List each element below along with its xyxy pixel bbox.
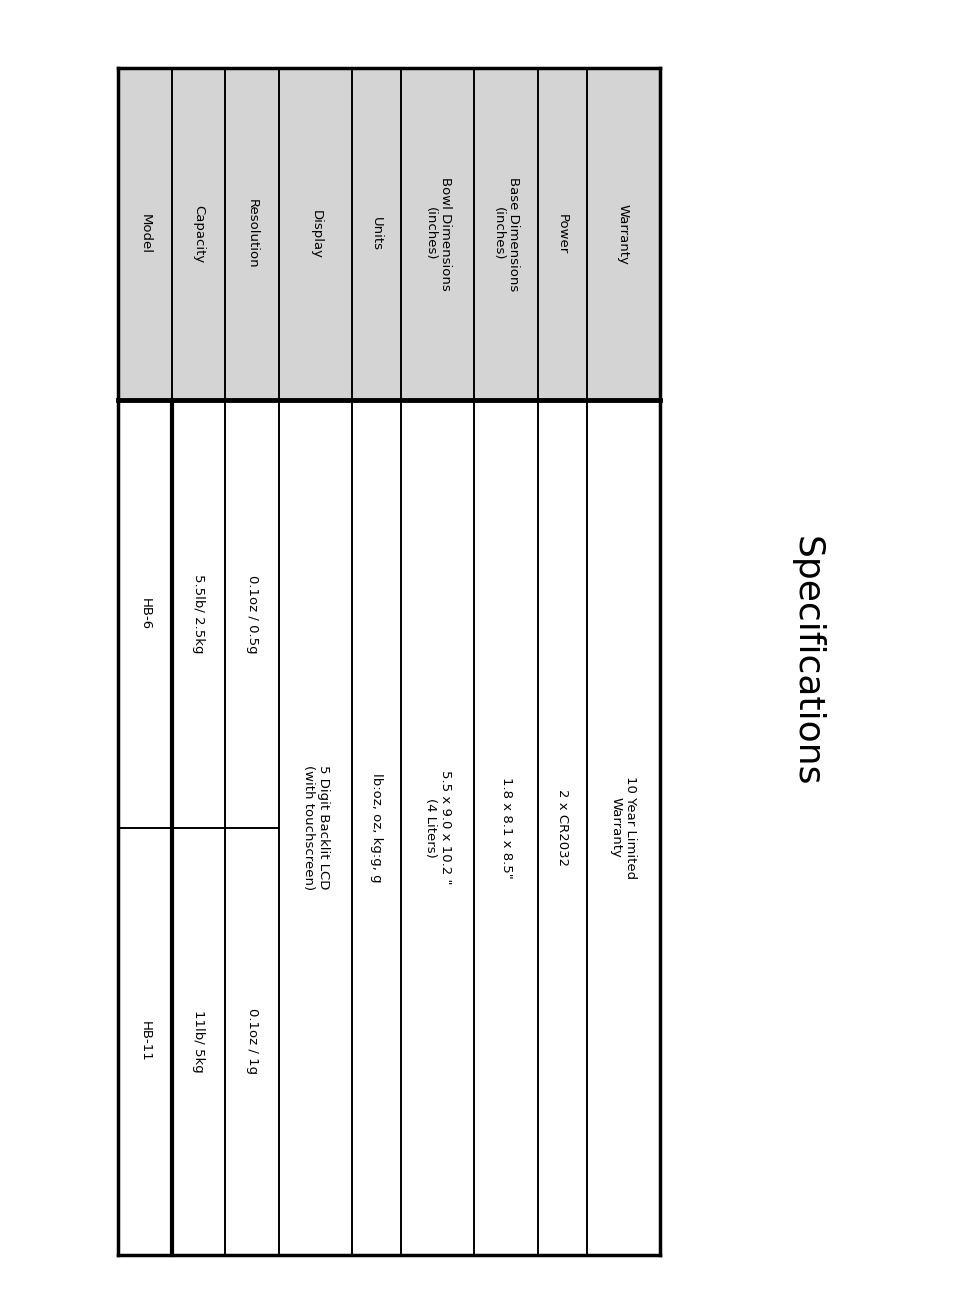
- Text: Bowl Dimensions
(inches): Bowl Dimensions (inches): [423, 177, 452, 291]
- Text: Model: Model: [138, 214, 152, 255]
- Text: Display: Display: [309, 210, 322, 258]
- Bar: [225, 400, 279, 828]
- Text: Units: Units: [370, 218, 383, 251]
- Text: Capacity: Capacity: [192, 205, 205, 264]
- Text: lb:oz, oz, kg:g, g: lb:oz, oz, kg:g, g: [370, 773, 383, 883]
- Text: HB-6: HB-6: [138, 598, 152, 630]
- Bar: [352, 400, 401, 1256]
- Bar: [118, 68, 659, 400]
- Text: HB-11: HB-11: [138, 1021, 152, 1061]
- Text: 0.1oz / 1g: 0.1oz / 1g: [246, 1009, 258, 1075]
- Text: 1.8 x 8.1 x 8.5": 1.8 x 8.1 x 8.5": [499, 777, 512, 879]
- Text: Resolution: Resolution: [246, 199, 258, 269]
- Text: 5 Digit Backlit LCD
(with touchscreen): 5 Digit Backlit LCD (with touchscreen): [301, 765, 330, 891]
- Text: 5.5lb/ 2.5kg: 5.5lb/ 2.5kg: [192, 575, 205, 653]
- Bar: [586, 400, 659, 1256]
- Bar: [279, 400, 352, 1256]
- Text: 0.1oz / 0.5g: 0.1oz / 0.5g: [246, 575, 258, 653]
- Text: Power: Power: [556, 214, 568, 255]
- Bar: [118, 400, 172, 828]
- Text: 2 x CR2032: 2 x CR2032: [556, 789, 568, 866]
- Text: Warranty: Warranty: [617, 203, 629, 265]
- Bar: [172, 400, 225, 828]
- Bar: [172, 828, 225, 1256]
- Bar: [118, 828, 172, 1256]
- Text: 5.5 x 9.0 x 10.2 "
(4 Liters): 5.5 x 9.0 x 10.2 " (4 Liters): [423, 770, 452, 884]
- Bar: [401, 400, 474, 1256]
- Bar: [537, 400, 586, 1256]
- Text: Base Dimensions
(inches): Base Dimensions (inches): [492, 177, 519, 291]
- Bar: [225, 828, 279, 1256]
- Bar: [474, 400, 537, 1256]
- Text: 10 Year Limited
Warranty: 10 Year Limited Warranty: [609, 777, 637, 879]
- Text: 11lb/ 5kg: 11lb/ 5kg: [192, 1010, 205, 1073]
- Text: Specifications: Specifications: [789, 537, 823, 787]
